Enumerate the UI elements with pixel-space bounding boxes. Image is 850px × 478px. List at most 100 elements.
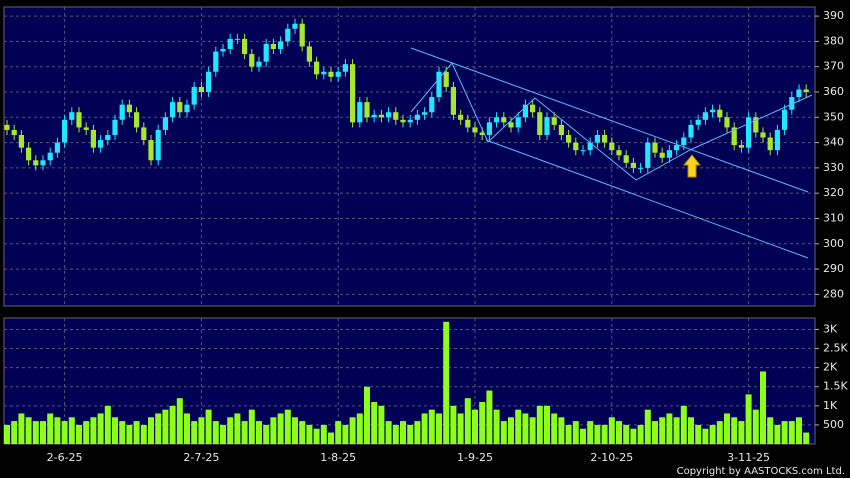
candle-body xyxy=(501,117,507,123)
candle-body xyxy=(594,134,600,143)
volume-bar xyxy=(371,402,378,444)
volume-bar xyxy=(464,398,471,444)
candle-body xyxy=(321,71,327,75)
volume-bar xyxy=(227,417,234,444)
candle-body xyxy=(393,112,399,120)
candle-body xyxy=(105,134,111,141)
volume-bar xyxy=(637,424,644,444)
candle-body xyxy=(126,104,132,113)
candle-body xyxy=(83,127,89,130)
candle-body xyxy=(695,119,701,125)
candle-body xyxy=(731,127,737,146)
volume-bar xyxy=(529,417,536,444)
volume-bar xyxy=(428,409,435,444)
volume-bar xyxy=(796,417,802,444)
candle-body xyxy=(119,104,125,120)
candle-body xyxy=(479,132,485,135)
candle-body xyxy=(18,134,24,148)
candle-body xyxy=(314,61,320,75)
candle-body xyxy=(148,140,154,161)
volume-bar xyxy=(68,417,75,444)
candle-body xyxy=(652,142,658,153)
y-tick-label: 340 xyxy=(823,136,844,149)
volume-bar xyxy=(313,428,320,444)
candle-body xyxy=(681,137,687,146)
y-tick-label: 280 xyxy=(823,287,844,300)
volume-bar xyxy=(724,413,730,444)
volume-bar xyxy=(580,428,586,444)
candle-body xyxy=(760,132,766,138)
candle-body xyxy=(602,134,608,143)
copyright: Copyright by AASTOCKS.com Ltd. xyxy=(677,466,845,477)
volume-bar xyxy=(385,421,392,444)
volume-bar xyxy=(277,413,284,444)
x-tick-label: 1-8-25 xyxy=(320,451,356,464)
volume-bar xyxy=(205,409,212,444)
candle-body xyxy=(702,112,708,120)
candle-body xyxy=(400,119,406,123)
candle-body xyxy=(767,137,773,151)
y-tick-label: 360 xyxy=(823,85,844,98)
candle-body xyxy=(263,43,269,62)
candle-body xyxy=(753,117,759,133)
volume-bar xyxy=(587,421,594,444)
candle-body xyxy=(11,129,17,135)
y-tick-label: 370 xyxy=(823,60,844,73)
candle-body xyxy=(350,64,356,123)
volume-bar xyxy=(803,432,810,444)
candle-body xyxy=(630,162,636,168)
candle-body xyxy=(62,119,68,143)
volume-bar xyxy=(40,421,46,444)
candle-body xyxy=(587,142,593,151)
volume-bar xyxy=(104,405,111,444)
volume-bar xyxy=(119,421,126,444)
volume-bar xyxy=(788,421,795,444)
volume-bar xyxy=(558,417,565,444)
channel-lower xyxy=(485,139,809,259)
volume-bar xyxy=(198,417,205,444)
volume-bar xyxy=(162,409,169,444)
volume-bar xyxy=(421,413,428,444)
volume-bar xyxy=(508,417,514,444)
candle-body xyxy=(450,86,456,115)
volume-bar xyxy=(112,417,118,444)
candle-body xyxy=(530,104,536,113)
volume-bar xyxy=(364,386,370,444)
y-tick-label: 330 xyxy=(823,161,844,174)
candle-body xyxy=(522,104,528,118)
volume-bar xyxy=(4,424,10,444)
candle-body xyxy=(710,109,716,113)
y-tick-label: 1K xyxy=(823,399,838,412)
volume-bar xyxy=(234,413,241,444)
volume-bar xyxy=(76,424,82,444)
candle-body xyxy=(551,117,557,125)
volume-bar xyxy=(248,409,255,444)
candle-body xyxy=(69,112,75,120)
volume-bar xyxy=(623,424,630,444)
candle-body xyxy=(26,147,32,161)
candle-body xyxy=(544,117,550,135)
candle-body xyxy=(803,89,809,92)
volume-bar xyxy=(263,424,270,444)
volume-bar xyxy=(18,413,25,444)
volume-bar xyxy=(493,409,500,444)
volume-bar xyxy=(450,405,457,444)
candle-body xyxy=(306,46,312,62)
candle-body xyxy=(436,71,442,98)
candle-body xyxy=(472,127,478,133)
volume-bar xyxy=(457,413,464,444)
candle-body xyxy=(371,114,377,118)
candle-body xyxy=(242,38,248,55)
x-tick-label: 2-7-25 xyxy=(183,451,219,464)
volume-bar xyxy=(378,405,385,444)
volume-bar xyxy=(97,413,104,444)
candle-body xyxy=(170,102,176,118)
volume-bar xyxy=(522,413,529,444)
volume-bar xyxy=(752,409,759,444)
candle-body xyxy=(717,109,723,118)
y-tick-label: 2.5K xyxy=(823,342,848,355)
volume-bar xyxy=(392,424,399,444)
volume-bar xyxy=(644,409,651,444)
candle-body xyxy=(162,117,168,130)
